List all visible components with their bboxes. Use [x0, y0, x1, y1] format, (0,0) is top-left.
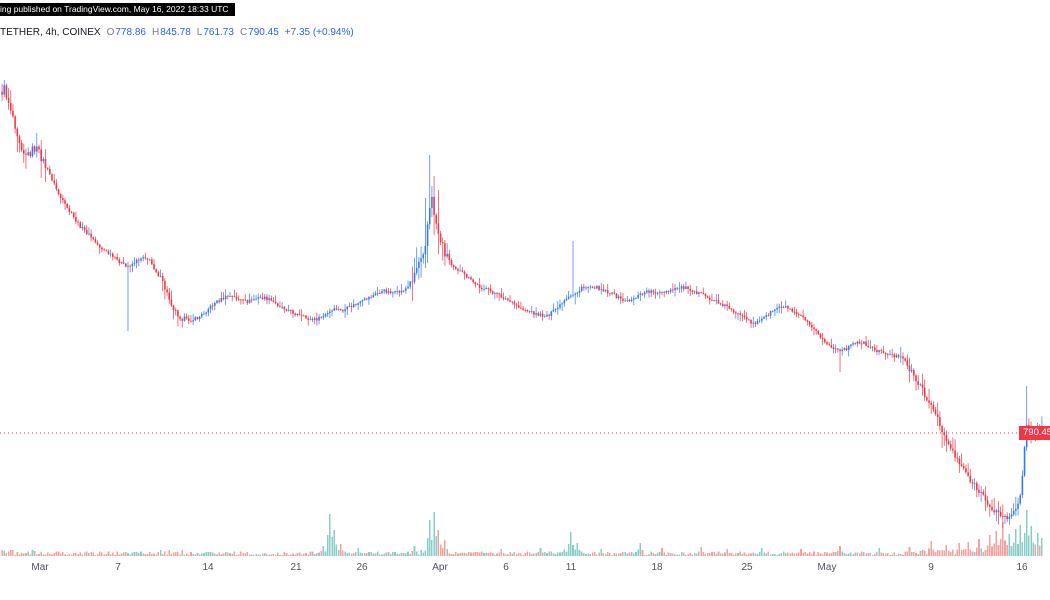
time-axis-label: 25 — [741, 562, 753, 573]
time-axis-label: 9 — [928, 562, 934, 573]
open-value: 778.86 — [115, 27, 146, 38]
high-label: H — [151, 27, 160, 38]
time-axis-label: 6 — [503, 562, 509, 573]
last-price-value: 790.45 — [1023, 427, 1050, 438]
time-axis-label: 18 — [651, 562, 663, 573]
high-value: 845.78 — [160, 27, 191, 38]
close-value: 790.45 — [248, 27, 279, 38]
time-axis[interactable]: Mar 7 14 21 26 Apr 6 11 18 25 May 9 16 — [31, 562, 1028, 573]
ohlc-high: H845.78 — [152, 27, 191, 38]
time-axis-label: 21 — [290, 562, 302, 573]
time-axis-label: 16 — [1016, 562, 1028, 573]
time-axis-label: 14 — [202, 562, 214, 573]
time-axis-label: 11 — [566, 562, 577, 573]
symbol-legend[interactable]: TETHER, 4h, COINEX O778.86 H845.78 L761.… — [0, 27, 354, 38]
volume-layer — [1, 510, 1043, 556]
close-label: C — [239, 27, 248, 38]
time-axis-label: 26 — [356, 562, 368, 573]
time-axis-label: May — [818, 562, 837, 573]
low-value: 761.73 — [203, 27, 234, 38]
last-price-label: 790.45 — [1019, 426, 1050, 440]
tradingview-attribution-badge: ing published on TradingView.com, May 16… — [0, 3, 235, 16]
open-label: O — [106, 27, 115, 38]
ohlc-low: L761.73 — [197, 27, 234, 38]
symbol-title: TETHER, 4h, COINEX — [0, 27, 101, 38]
time-axis-label: 7 — [115, 562, 121, 573]
time-axis-label: Apr — [432, 562, 448, 573]
ohlc-close: C790.45 — [240, 27, 279, 38]
change-value: +7.35 (+0.94%) — [284, 27, 354, 38]
time-axis-label: Mar — [31, 562, 49, 573]
low-label: L — [196, 27, 203, 38]
ohlc-open: O778.86 — [107, 27, 146, 38]
candles-layer — [1, 80, 1043, 528]
